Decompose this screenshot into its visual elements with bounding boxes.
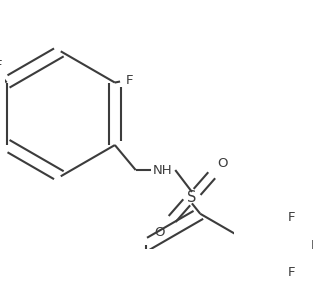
Text: F: F — [125, 74, 133, 87]
Text: F: F — [288, 211, 295, 224]
Text: F: F — [0, 59, 2, 72]
Text: F: F — [288, 266, 295, 279]
Text: O: O — [217, 157, 228, 170]
Text: S: S — [187, 190, 197, 205]
Text: O: O — [154, 226, 165, 239]
Text: F: F — [310, 239, 313, 251]
Text: NH: NH — [152, 164, 172, 176]
